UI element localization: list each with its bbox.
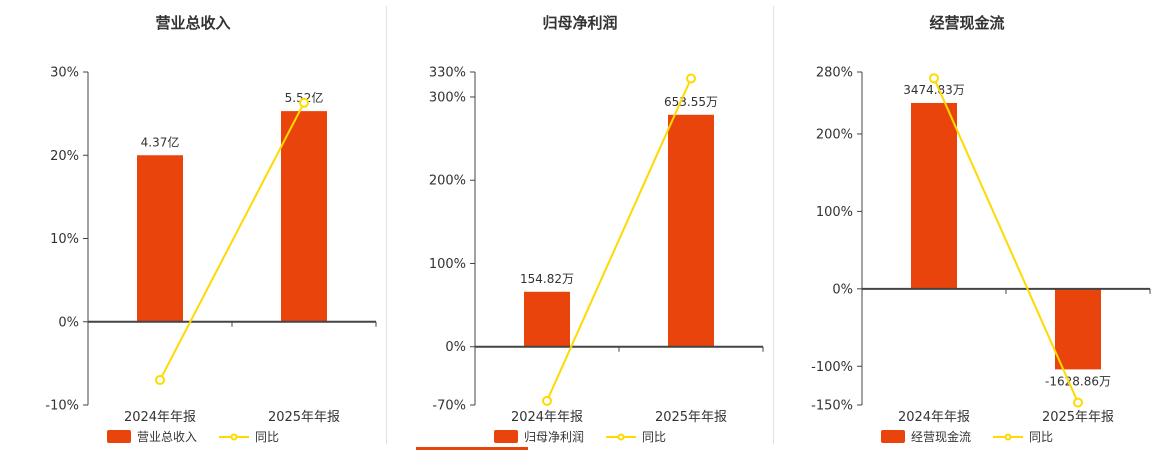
- chart-title: 经营现金流: [929, 14, 1005, 32]
- bar-value-label: -1628.86万: [1045, 374, 1111, 388]
- y-axis-label: 200%: [816, 127, 853, 142]
- legend-item-line-series[interactable]: 同比: [219, 428, 279, 445]
- y-axis-label: 330%: [429, 66, 466, 81]
- y-axis-label: 200%: [429, 174, 466, 189]
- legend-label: 同比: [255, 430, 280, 444]
- y-axis-label: 0%: [832, 282, 853, 297]
- panel-divider: [386, 6, 387, 444]
- chart-title: 归母净利润: [542, 14, 618, 32]
- chart-panel-net-profit: 归母净利润 330% 300% 200% 100% 0% -70% 154.82万 653.5…: [387, 0, 773, 450]
- bar-1[interactable]: [281, 111, 327, 322]
- yoy-marker-0[interactable]: [542, 395, 552, 406]
- bar-value-label: 5.52亿: [285, 90, 324, 105]
- y-axis-label: 100%: [816, 205, 853, 220]
- legend-label: 经营现金流: [910, 430, 971, 444]
- x-axis-category-label: 2025年年报: [655, 410, 727, 425]
- x-axis-category-label: 2025年年报: [268, 410, 340, 425]
- bar-0[interactable]: [911, 102, 957, 289]
- bar-series-swatch-icon: [880, 430, 905, 443]
- bar-value-label: 154.82万: [520, 272, 574, 286]
- revenue-chart-canvas: 30% 20% 10% 0% -10% 4.37亿 5.52亿 2024年年报 2025年年报: [45, 66, 377, 425]
- y-axis-label: 10%: [50, 232, 79, 247]
- y-axis-label: 20%: [50, 149, 79, 164]
- yoy-marker-1[interactable]: [686, 73, 696, 84]
- legend-item-bar-series[interactable]: 营业总收入: [106, 428, 197, 445]
- yoy-line: [933, 77, 1079, 403]
- chart-panel-revenue: 营业总收入 30% 20% 10% 0% -10% 4.37亿 5.52亿 2024年年报 20…: [0, 0, 386, 450]
- y-axis-label: 280%: [816, 66, 853, 81]
- line-marker-icon: [617, 433, 625, 440]
- line-series-swatch-icon: [606, 433, 636, 440]
- legend-label: 营业总收入: [136, 430, 197, 444]
- net-profit-chart-canvas: 330% 300% 200% 100% 0% -70% 154.82万 653.55万 2024…: [429, 66, 764, 425]
- chart-legend: 营业总收入 同比: [0, 428, 386, 445]
- line-series-swatch-icon: [993, 433, 1023, 440]
- cash-flow-chart-canvas: 280% 200% 100% 0% -100% -150% 3474.83万 -1628.86…: [811, 66, 1151, 425]
- legend-label: 同比: [1029, 430, 1054, 444]
- bar-1[interactable]: [668, 114, 714, 347]
- x-axis-category-label: 2024年年报: [898, 410, 970, 425]
- bar-value-label: 3474.83万: [903, 83, 965, 97]
- y-axis-label: 0%: [58, 315, 79, 330]
- yoy-marker-1[interactable]: [1073, 397, 1083, 408]
- line-series-swatch-icon: [219, 433, 249, 440]
- yoy-marker-0[interactable]: [929, 73, 939, 84]
- bar-1[interactable]: [1055, 288, 1101, 370]
- x-axis-category-label: 2024年年报: [124, 410, 196, 425]
- y-axis-label: -150%: [811, 399, 853, 414]
- yoy-marker-0[interactable]: [155, 375, 165, 386]
- bar-series-swatch-icon: [106, 430, 131, 443]
- y-axis-label: -10%: [45, 399, 79, 414]
- legend-item-bar-series[interactable]: 经营现金流: [880, 428, 971, 445]
- y-axis-label: 0%: [445, 340, 466, 355]
- legend-label: 同比: [642, 430, 667, 444]
- legend-item-line-series[interactable]: 同比: [993, 428, 1053, 445]
- yoy-marker-1[interactable]: [299, 97, 309, 108]
- bar-value-label: 4.37亿: [141, 134, 180, 149]
- y-axis-label: 100%: [429, 257, 466, 272]
- yoy-line: [546, 78, 692, 402]
- x-axis-category-label: 2025年年报: [1042, 410, 1114, 425]
- y-axis-label: -70%: [432, 399, 466, 414]
- legend-label: 归母净利润: [523, 430, 584, 444]
- line-marker-icon: [1004, 433, 1012, 440]
- chart-legend: 经营现金流 同比: [774, 428, 1160, 445]
- legend-item-bar-series[interactable]: 归母净利润: [493, 428, 584, 445]
- chart-title: 营业总收入: [155, 14, 231, 32]
- yoy-line: [159, 102, 305, 381]
- panel-divider: [773, 6, 774, 444]
- bar-0[interactable]: [524, 291, 570, 347]
- y-axis-label: 30%: [50, 66, 79, 81]
- legend-item-line-series[interactable]: 同比: [606, 428, 666, 445]
- y-axis-label: -100%: [811, 360, 853, 375]
- bar-series-swatch-icon: [493, 430, 518, 443]
- bar-0[interactable]: [137, 155, 183, 322]
- x-axis-category-label: 2024年年报: [511, 410, 583, 425]
- chart-legend: 归母净利润 同比: [387, 428, 773, 445]
- y-axis-label: 300%: [429, 90, 466, 105]
- chart-panel-cash-flow: 经营现金流 280% 200% 100% 0% -100% -150% 3474.83万 -1…: [774, 0, 1160, 450]
- bar-value-label: 653.55万: [664, 95, 718, 109]
- line-marker-icon: [230, 433, 238, 440]
- cropped-legend-fragment: [416, 447, 528, 450]
